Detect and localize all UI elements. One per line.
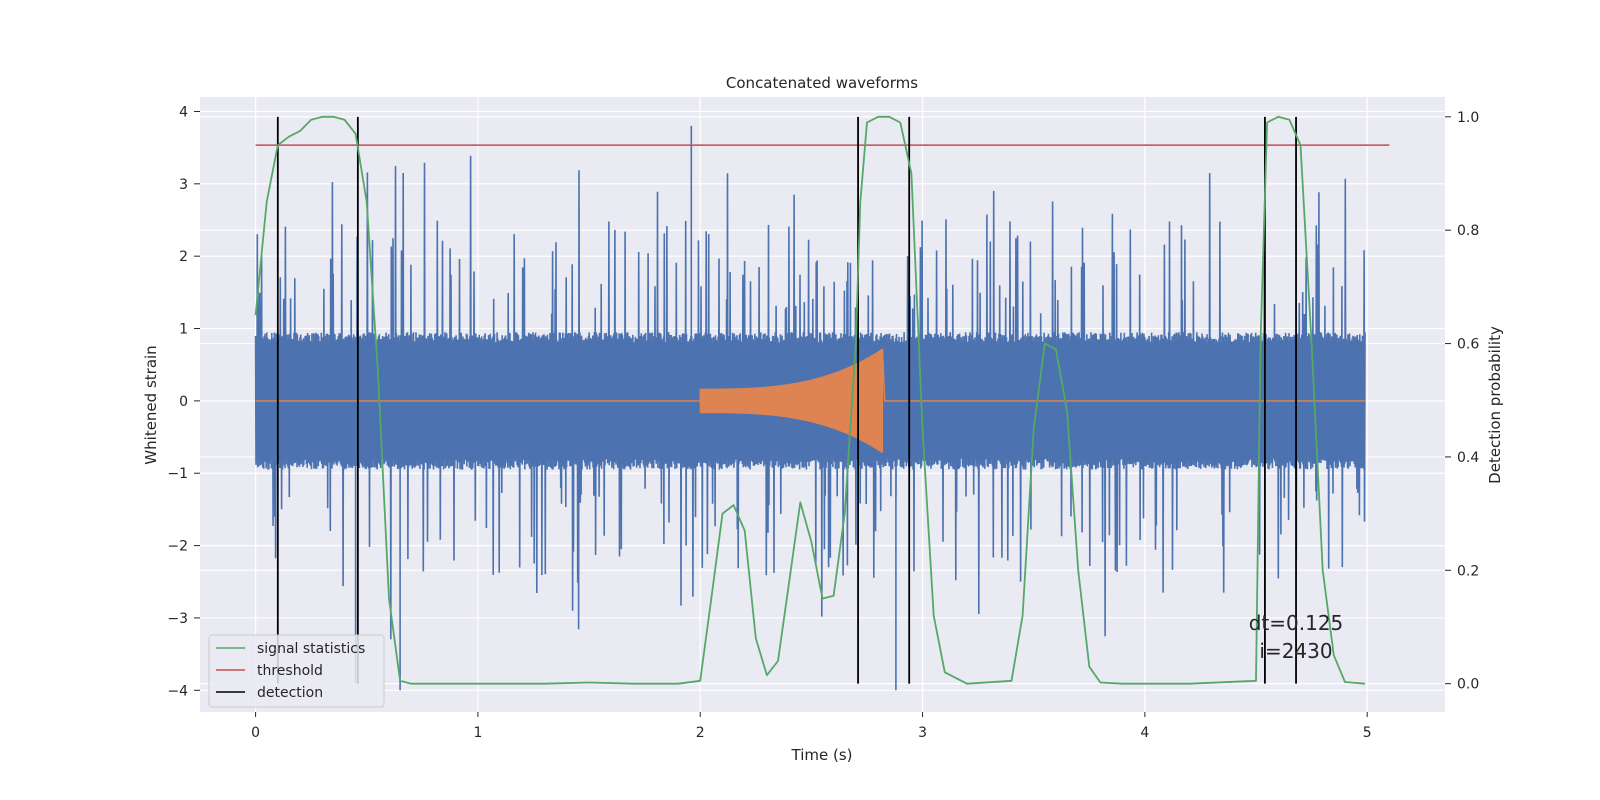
y-tick-label: −3 bbox=[167, 611, 188, 627]
y-tick-label: 4 bbox=[179, 104, 188, 120]
legend-label-detection: detection bbox=[257, 685, 323, 701]
strain-series bbox=[254, 125, 1366, 691]
x-tick-label: 4 bbox=[1140, 725, 1149, 741]
y-right-tick-label: 0.4 bbox=[1457, 450, 1479, 466]
y-tick-label: −1 bbox=[167, 466, 188, 482]
y-right-tick-label: 1.0 bbox=[1457, 110, 1479, 126]
x-axis-label: Time (s) bbox=[791, 746, 853, 764]
axis-ticks: 0 1 2 3 4 5 −4 −3 −2 −1 0 1 2 3 4 0.0 0.2 0.4 0.6 0.8 1.0 bbox=[167, 104, 1479, 741]
y-right-tick-label: 0.8 bbox=[1457, 223, 1479, 239]
x-tick-label: 5 bbox=[1363, 725, 1372, 741]
y-right-tick-label: 0.6 bbox=[1457, 337, 1479, 353]
legend-label-signal-statistics: signal statistics bbox=[257, 641, 365, 657]
y-tick-label: −4 bbox=[167, 683, 188, 699]
y-tick-label: 3 bbox=[179, 177, 188, 193]
signal-statistics-line bbox=[254, 115, 1366, 685]
y-tick-label: −2 bbox=[167, 539, 188, 555]
y-right-tick-label: 0.2 bbox=[1457, 563, 1479, 579]
y-axis-right-label: Detection probability bbox=[1486, 326, 1504, 484]
y-tick-label: 1 bbox=[179, 322, 188, 338]
annotation-index: i=2430 bbox=[1259, 639, 1332, 663]
detection-series bbox=[276, 116, 1297, 684]
y-axis-label: Whitened strain bbox=[142, 345, 160, 464]
strain-trace bbox=[254, 125, 1366, 691]
signal-statistics-series bbox=[254, 115, 1366, 685]
y-tick-label: 0 bbox=[179, 394, 188, 410]
legend: signal statistics threshold detection bbox=[208, 634, 385, 708]
injection-series bbox=[255, 348, 1365, 453]
x-tick-label: 3 bbox=[918, 725, 927, 741]
x-tick-label: 2 bbox=[696, 725, 705, 741]
injection-trace bbox=[255, 348, 1365, 453]
legend-label-threshold: threshold bbox=[257, 663, 323, 679]
x-tick-label: 0 bbox=[251, 725, 260, 741]
x-tick-label: 1 bbox=[473, 725, 482, 741]
chart-title: Concatenated waveforms bbox=[726, 74, 918, 92]
annotation-dt: dt=0.125 bbox=[1249, 611, 1344, 635]
y-tick-label: 2 bbox=[179, 249, 188, 265]
legend-box bbox=[208, 634, 385, 708]
y-right-tick-label: 0.0 bbox=[1457, 677, 1479, 693]
